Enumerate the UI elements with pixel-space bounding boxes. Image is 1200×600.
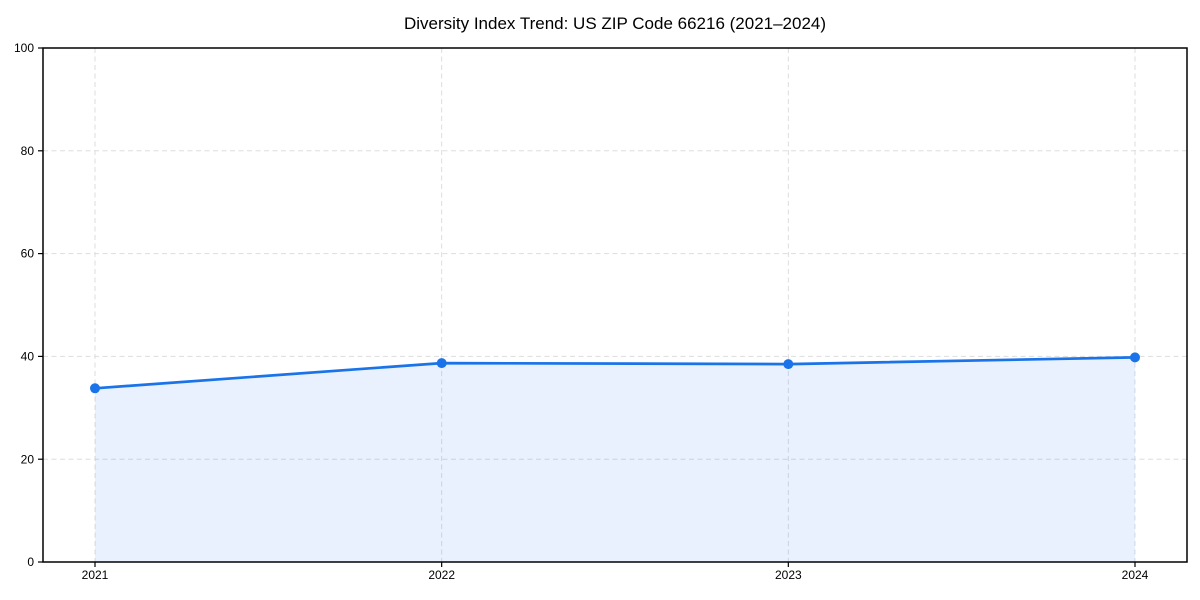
data-point-2024 xyxy=(1130,352,1140,363)
area-fill xyxy=(95,357,1135,562)
y-tick-label: 0 xyxy=(27,555,34,569)
x-tick-label: 2023 xyxy=(775,568,802,582)
y-tick-label: 60 xyxy=(21,247,35,261)
y-tick-label: 80 xyxy=(21,144,35,158)
axis-tick-labels: 0 20 40 60 80 100 2021 2022 2023 2024 xyxy=(14,41,1149,582)
x-tick-label: 2024 xyxy=(1122,568,1149,582)
y-tick-label: 100 xyxy=(14,41,34,55)
y-tick-label: 20 xyxy=(21,452,35,466)
x-tick-label: 2021 xyxy=(82,568,109,582)
data-points xyxy=(90,352,1140,394)
data-point-2023 xyxy=(783,359,794,370)
x-tick-label: 2022 xyxy=(428,568,455,582)
chart-title: Diversity Index Trend: US ZIP Code 66216… xyxy=(404,14,826,33)
series-line xyxy=(93,356,1137,390)
y-tick-label: 40 xyxy=(21,349,35,363)
data-point-2021 xyxy=(90,383,100,394)
axis-ticks xyxy=(38,47,1136,567)
plot-border xyxy=(42,47,1188,563)
data-point-2022 xyxy=(436,358,447,369)
